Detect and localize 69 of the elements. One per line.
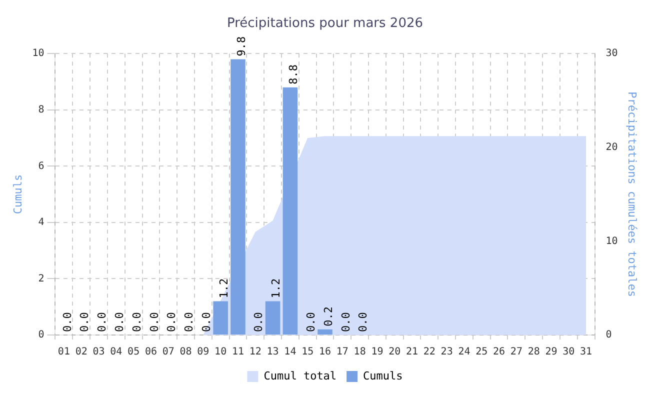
y-tick-label: 2	[38, 273, 44, 284]
x-tick-label: 22	[423, 346, 436, 358]
x-tick-label: 16	[318, 346, 332, 358]
y2-tick-label: 10	[606, 236, 618, 247]
x-tick-label: 03	[92, 346, 105, 358]
data-label: 0.2	[322, 306, 335, 326]
legend-label: Cumul total	[264, 369, 337, 382]
x-tick-label: 20	[388, 346, 401, 358]
x-tick-label: 24	[458, 346, 470, 358]
x-tick-label: 26	[493, 346, 506, 358]
data-label: 9.8	[234, 36, 248, 56]
x-tick-label: 12	[249, 346, 262, 358]
x-tick-label: 15	[302, 346, 314, 358]
x-tick-label: 31	[580, 346, 592, 358]
data-label: 0.0	[356, 312, 370, 332]
x-tick-label: 08	[180, 346, 192, 358]
data-label: 1.2	[270, 278, 283, 298]
data-label: 0.0	[113, 312, 126, 332]
data-label: 0.0	[339, 312, 352, 332]
x-tick-label: 05	[128, 346, 140, 358]
x-tick-label: 23	[440, 346, 453, 358]
x-tick-label: 17	[336, 346, 348, 358]
data-label: 8.8	[287, 64, 300, 84]
y2-axis-title: Précipitations cumulées totales	[626, 92, 639, 297]
x-tick-label: 29	[545, 346, 558, 358]
x-tick-label: 14	[284, 346, 296, 358]
bar	[213, 301, 228, 334]
x-tick-label: 25	[476, 346, 488, 358]
x-tick-label: 07	[162, 346, 174, 358]
data-label: 0.0	[148, 312, 161, 332]
x-tick-label: 13	[266, 346, 279, 358]
x-tick-label: 09	[197, 346, 210, 358]
chart-title: Précipitations pour mars 2026	[226, 16, 424, 32]
y-axis-title: Cumuls	[11, 174, 24, 214]
x-tick-label: 28	[528, 346, 540, 358]
x-tick-label: 06	[144, 346, 157, 358]
bar	[230, 59, 246, 334]
x-tick-label: 04	[110, 346, 122, 358]
data-label: 0.0	[252, 312, 266, 332]
data-label: 0.0	[304, 312, 318, 332]
y-tick-label: 4	[38, 217, 44, 228]
data-label: 0.0	[60, 312, 74, 332]
y-tick-label: 8	[38, 104, 44, 116]
data-label: 0.0	[78, 312, 92, 332]
x-tick-label: 19	[371, 346, 384, 358]
y-tick-label: 6	[38, 160, 44, 172]
legend-label: Cumuls	[363, 369, 403, 382]
x-tick-label: 10	[214, 346, 227, 358]
y2-tick-label: 0	[606, 330, 612, 341]
bar	[282, 87, 298, 334]
data-label: 0.0	[130, 312, 144, 332]
data-label: 0.0	[96, 312, 109, 332]
data-label: 1.2	[217, 278, 230, 298]
data-label: 0.0	[165, 312, 178, 332]
data-label: 0.0	[200, 312, 214, 332]
x-tick-label: 18	[354, 346, 366, 358]
y2-tick-label: 30	[606, 48, 618, 60]
data-label: 0.0	[182, 312, 196, 332]
y-tick-label: 0	[38, 330, 44, 341]
x-tick-label: 01	[58, 346, 70, 358]
x-tick-label: 02	[75, 346, 88, 358]
x-tick-label: 11	[232, 346, 244, 358]
bar	[318, 329, 332, 334]
x-tick-label: 27	[510, 346, 522, 358]
x-tick-label: 21	[406, 346, 418, 358]
x-tick-label: 30	[562, 346, 575, 358]
y2-tick-label: 20	[606, 142, 618, 153]
y-tick-label: 10	[32, 48, 44, 60]
bar	[265, 301, 280, 334]
